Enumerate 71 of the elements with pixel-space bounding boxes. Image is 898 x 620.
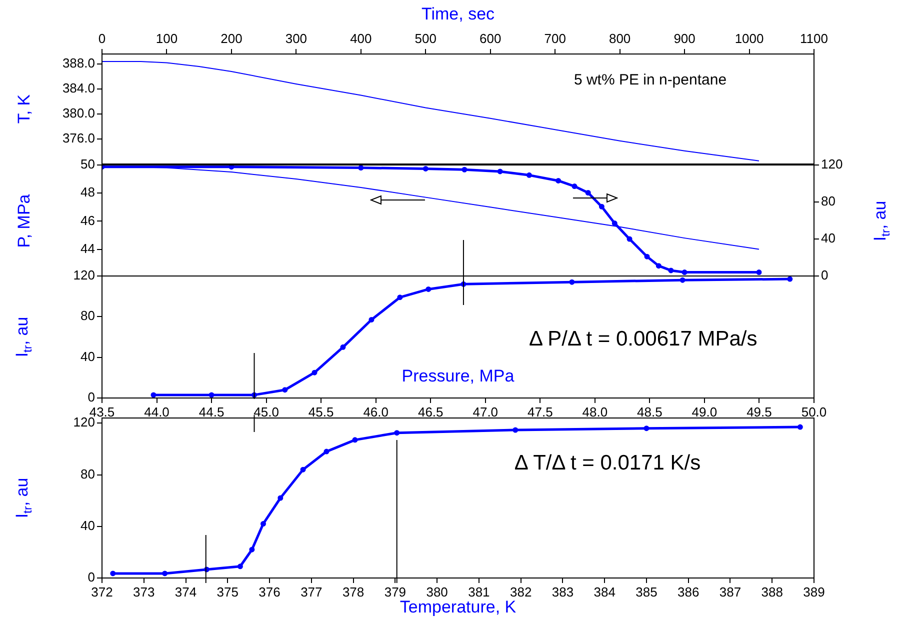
x-tick-label: 1100 (800, 30, 828, 46)
y-tick-label: 80 (80, 308, 95, 324)
y-axis-title: T, K (14, 94, 34, 124)
y-tick-label: 380.0 (62, 106, 95, 121)
x-tick-label: 388 (761, 584, 783, 600)
y-tick-label: 50 (80, 156, 95, 172)
x-tick-label: 600 (480, 30, 502, 46)
x-tick-label: 387 (719, 584, 742, 600)
x-tick-label: 1000 (734, 30, 764, 46)
y-tick-label: 40 (80, 518, 95, 533)
x-tick-label: 200 (220, 30, 242, 46)
x-tick-label: 389 (803, 584, 825, 600)
y-tick-label: 44 (80, 240, 95, 256)
x-tick-label: 46.5 (418, 404, 444, 420)
x-tick-label: 100 (156, 30, 178, 46)
x-tick-label: 382 (510, 584, 532, 600)
x-tick-label: 49.5 (746, 404, 772, 420)
y2-tick-label: 40 (821, 230, 836, 246)
x-tick-label: 381 (468, 584, 490, 600)
y-tick-label: 0 (88, 570, 95, 585)
x-tick-label: 800 (608, 30, 631, 46)
x-axis-title: Temperature, K (400, 598, 516, 616)
annotation: Δ T/Δ t = 0.0171 K/s (514, 451, 701, 474)
y-tick-label: 384.0 (62, 80, 95, 96)
x-tick-label: 380 (426, 584, 448, 600)
x-tick-label: 44.5 (198, 404, 224, 420)
y-tick-label: 120 (73, 268, 95, 283)
x-tick-label: 384 (594, 584, 616, 600)
y2-tick-label: 80 (821, 194, 836, 209)
x-tick-label: 700 (544, 30, 566, 46)
x-tick-label: 375 (216, 584, 238, 600)
x-tick-label: 900 (674, 30, 696, 46)
x-tick-label: 376 (258, 584, 280, 600)
x-tick-label: 373 (133, 584, 155, 600)
x-tick-label: 48.5 (637, 404, 662, 420)
x-tick-label: 372 (91, 584, 113, 600)
y-tick-label: 40 (80, 348, 95, 364)
x-tick-label: 377 (300, 584, 322, 600)
x-tick-label: 400 (350, 30, 372, 46)
x-tick-label: 48.0 (582, 404, 608, 420)
x-tick-label: 49.0 (692, 404, 718, 420)
x-tick-label: 47.0 (472, 404, 498, 420)
y-tick-label: 376.0 (62, 130, 95, 146)
annotation: 5 wt% PE in n-pentane (574, 72, 727, 89)
x-tick-label: 45.5 (308, 404, 334, 420)
x-tick-label: 379 (384, 584, 406, 600)
x-tick-label: 386 (678, 584, 700, 600)
y-tick-label: 80 (80, 466, 95, 482)
y-tick-label: 388.0 (62, 56, 95, 71)
x-tick-label: 378 (342, 584, 364, 600)
x-tick-label: 385 (636, 584, 658, 600)
y-axis-title: P, MPa (14, 194, 34, 248)
y2-tick-label: 120 (821, 156, 843, 172)
x-axis-title: Time, sec (421, 4, 495, 24)
annotation: Δ P/Δ t = 0.00617 MPa/s (528, 328, 758, 351)
x-tick-label: 47.5 (528, 404, 553, 420)
x-tick-label: 374 (174, 584, 197, 600)
x-tick-label: 50.0 (801, 404, 827, 420)
x-tick-label: 300 (285, 30, 308, 46)
x-tick-label: 383 (552, 584, 574, 600)
x-tick-label: 44.0 (144, 404, 170, 420)
x-axis-title: Pressure, MPa (402, 366, 514, 386)
x-tick-label: 0 (98, 30, 106, 46)
y-tick-label: 120 (73, 414, 95, 430)
y-tick-label: 0 (88, 390, 95, 405)
x-tick-label: 45.0 (254, 404, 279, 420)
x-tick-label: 500 (414, 30, 436, 46)
x-tick-label: 46.0 (363, 404, 388, 420)
y2-tick-label: 0 (821, 268, 828, 283)
y-tick-label: 48 (80, 184, 95, 200)
y-tick-label: 46 (80, 212, 95, 228)
